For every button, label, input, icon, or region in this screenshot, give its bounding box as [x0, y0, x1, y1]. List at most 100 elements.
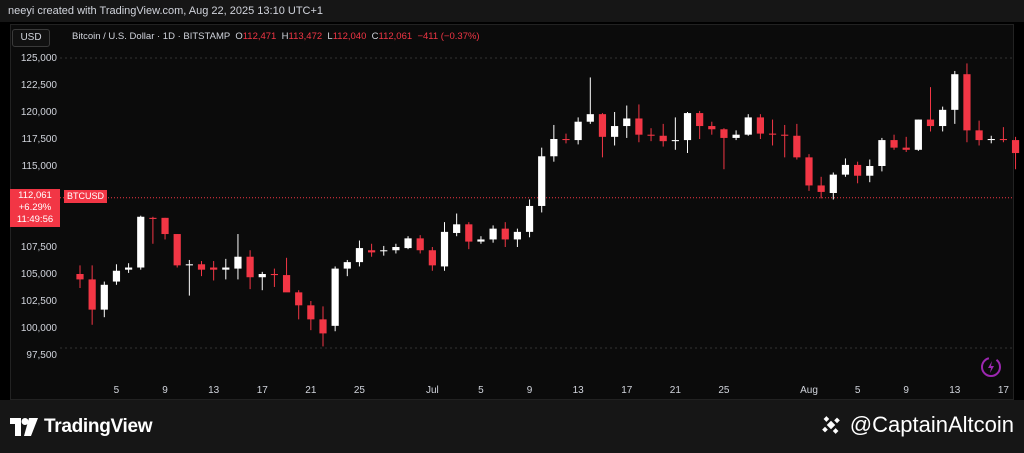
candle-body: [805, 157, 813, 186]
change-value: −411 (−0.37%): [417, 31, 480, 42]
candle-body: [854, 164, 862, 176]
open-label: O: [235, 31, 243, 42]
y-tick-label: 102,500: [21, 296, 58, 307]
candle-body: [586, 114, 594, 122]
candle-body: [112, 270, 121, 282]
candle-body: [270, 274, 278, 276]
candle-body: [793, 135, 801, 158]
candle-body: [708, 126, 716, 130]
candle-body: [161, 217, 169, 235]
candle-body: [513, 231, 521, 240]
candle-body: [307, 305, 315, 320]
candle-body: [331, 268, 339, 326]
candle-body: [987, 139, 995, 141]
footer: [0, 400, 1024, 453]
last-price: 112,061: [18, 190, 52, 201]
x-tick-label: 13: [573, 385, 585, 396]
high-label: H: [281, 31, 289, 42]
candle-body: [550, 139, 558, 157]
candle-body: [744, 117, 752, 135]
tradingview-logo[interactable]: TradingView: [10, 416, 153, 438]
candle-body: [380, 250, 388, 252]
candle-body: [149, 217, 157, 219]
x-tick-label: Jul: [426, 385, 439, 396]
symbol-tag: BTCUSD: [64, 190, 108, 203]
x-tick-label: 21: [670, 385, 682, 396]
candle-body: [647, 134, 655, 136]
last-price-tag: 112,061 +6.29% 11:49:56: [10, 189, 60, 227]
candle-body: [598, 114, 607, 137]
y-tick-label: 122,500: [21, 80, 58, 91]
candle-body: [538, 156, 546, 206]
x-tick-label: 5: [114, 385, 120, 396]
currency-button[interactable]: USD: [12, 29, 50, 47]
candle-body: [562, 139, 570, 141]
y-tick-label: 107,500: [21, 242, 58, 253]
candle-body: [416, 238, 424, 251]
x-tick-label: 21: [305, 385, 317, 396]
x-tick-label: 9: [162, 385, 168, 396]
header-bar: neeyi created with TradingView.com, Aug …: [0, 0, 1024, 22]
x-tick-label: 9: [903, 385, 909, 396]
x-tick-label: 17: [998, 385, 1010, 396]
candle-body: [611, 126, 619, 137]
candle-body: [137, 216, 145, 268]
candle-body: [720, 129, 728, 138]
candle-body: [477, 239, 485, 242]
candle-body: [246, 256, 254, 278]
candle-body: [623, 118, 631, 127]
candle-body: [185, 264, 193, 266]
low-label: L: [327, 31, 333, 42]
x-tick-label: 17: [621, 385, 633, 396]
y-tick-label: 97,500: [26, 350, 57, 361]
candle-body: [768, 133, 777, 135]
candle-body: [525, 205, 534, 232]
candle-body: [829, 174, 837, 193]
y-tick-label: 115,000: [22, 161, 58, 172]
candle-body: [902, 147, 910, 150]
y-tick-label: 117,500: [22, 134, 58, 145]
candle-body: [817, 185, 825, 192]
candle-body: [756, 117, 764, 134]
candle-body: [501, 228, 509, 240]
close-label: C: [371, 31, 379, 42]
candle-body: [926, 119, 935, 127]
candle-body: [76, 274, 84, 280]
x-tick-label: 5: [478, 385, 484, 396]
candle-body: [392, 247, 400, 251]
candle-body: [963, 74, 971, 131]
candlestick-chart[interactable]: 97,500100,000102,500105,000107,500110,00…: [0, 0, 1024, 400]
candle-body: [951, 74, 959, 110]
candle-body: [173, 234, 181, 266]
ohlc-legend: Bitcoin / U.S. Dollar · 1D · BITSTAMP O1…: [72, 31, 480, 42]
tradingview-logo-text: TradingView: [44, 416, 153, 437]
candle-body: [671, 140, 679, 142]
candle-body: [88, 279, 96, 310]
refresh-icon[interactable]: [980, 356, 1002, 383]
symbol-title: Bitcoin / U.S. Dollar · 1D · BITSTAMP: [72, 31, 231, 42]
binance-diamond-icon: [821, 416, 840, 434]
candle-body: [890, 140, 898, 148]
x-tick-label: 13: [949, 385, 961, 396]
candle-body: [319, 319, 327, 334]
candle-body: [368, 250, 376, 253]
candle-body: [939, 109, 947, 127]
y-tick-label: 105,000: [21, 269, 58, 280]
candle-body: [489, 228, 497, 240]
candle-body: [1011, 140, 1020, 154]
candle-body: [210, 267, 218, 270]
x-tick-label: Aug: [800, 385, 818, 396]
candle-body: [866, 166, 874, 176]
candle-body: [878, 140, 886, 166]
candle-body: [696, 113, 704, 127]
x-tick-label: 13: [208, 385, 220, 396]
open-value: 112,471: [242, 31, 277, 42]
candle-body: [282, 275, 291, 293]
candle-body: [574, 121, 582, 141]
x-tick-label: 25: [354, 385, 366, 396]
high-value: 113,472: [288, 31, 323, 42]
change-percent: +6.29%: [18, 202, 52, 213]
created-by-credit: neeyi created with TradingView.com, Aug …: [8, 5, 324, 17]
candle-body: [355, 248, 364, 263]
candle-body: [781, 134, 789, 136]
